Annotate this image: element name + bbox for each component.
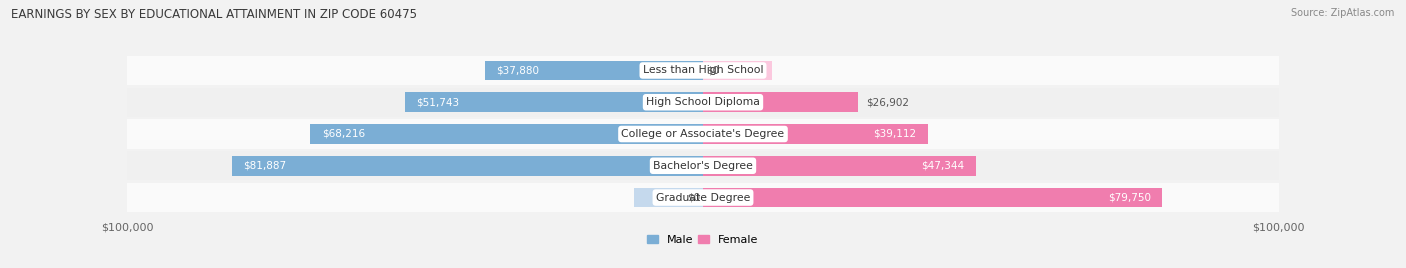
Text: Less than High School: Less than High School: [643, 65, 763, 76]
Text: $79,750: $79,750: [1108, 192, 1150, 203]
Bar: [405, 92, 703, 112]
Bar: [127, 88, 1279, 117]
Text: $39,112: $39,112: [873, 129, 917, 139]
Text: $81,887: $81,887: [243, 161, 287, 171]
Bar: [703, 92, 858, 112]
Bar: [485, 61, 703, 80]
Bar: [703, 156, 976, 176]
Text: Graduate Degree: Graduate Degree: [655, 192, 751, 203]
Bar: [703, 61, 772, 80]
Bar: [127, 183, 1279, 212]
Text: College or Associate's Degree: College or Associate's Degree: [621, 129, 785, 139]
Legend: Male, Female: Male, Female: [647, 235, 759, 245]
Text: $0: $0: [706, 65, 718, 76]
Text: Bachelor's Degree: Bachelor's Degree: [652, 161, 754, 171]
Text: $51,743: $51,743: [416, 97, 460, 107]
Bar: [703, 188, 1163, 207]
Bar: [127, 56, 1279, 85]
Bar: [127, 119, 1279, 149]
Text: Source: ZipAtlas.com: Source: ZipAtlas.com: [1291, 8, 1395, 18]
Text: High School Diploma: High School Diploma: [647, 97, 759, 107]
Text: EARNINGS BY SEX BY EDUCATIONAL ATTAINMENT IN ZIP CODE 60475: EARNINGS BY SEX BY EDUCATIONAL ATTAINMEN…: [11, 8, 418, 21]
Text: $47,344: $47,344: [921, 161, 965, 171]
Bar: [634, 188, 703, 207]
Bar: [232, 156, 703, 176]
Text: $26,902: $26,902: [866, 97, 910, 107]
Text: $68,216: $68,216: [322, 129, 366, 139]
Bar: [127, 151, 1279, 180]
Text: $0: $0: [688, 192, 700, 203]
Bar: [703, 124, 928, 144]
Text: $37,880: $37,880: [496, 65, 540, 76]
Bar: [311, 124, 703, 144]
